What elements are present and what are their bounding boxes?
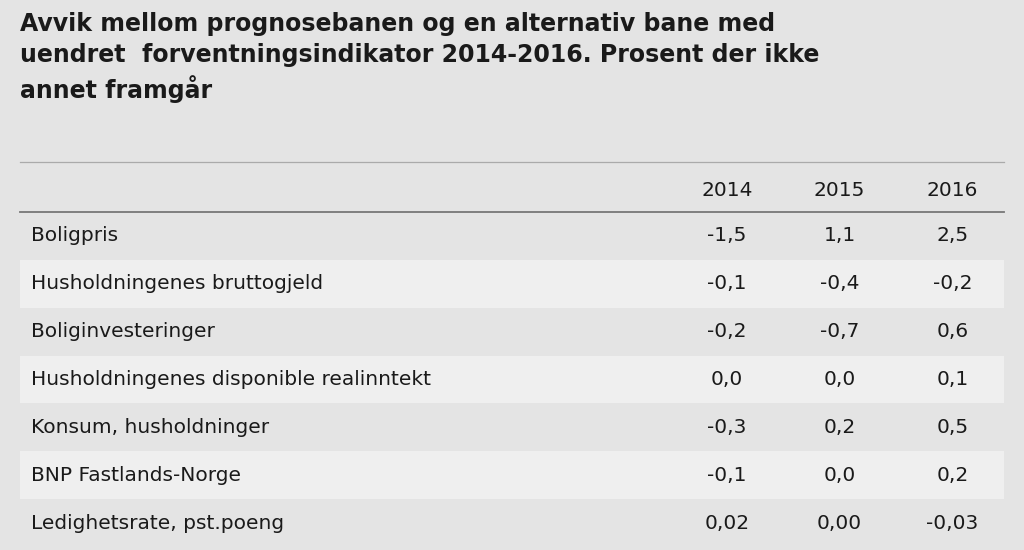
Text: -0,1: -0,1 xyxy=(708,466,746,485)
Text: 0,5: 0,5 xyxy=(936,418,969,437)
Text: Ledighetsrate, pst.poeng: Ledighetsrate, pst.poeng xyxy=(31,514,284,533)
Text: 0,0: 0,0 xyxy=(823,466,856,485)
Text: 0,2: 0,2 xyxy=(823,418,856,437)
Text: 1,1: 1,1 xyxy=(823,226,856,245)
Text: 0,00: 0,00 xyxy=(817,514,862,533)
Bar xyxy=(20,212,1004,260)
Bar xyxy=(20,452,1004,499)
Text: 2015: 2015 xyxy=(814,181,865,200)
Text: 2,5: 2,5 xyxy=(936,226,969,245)
Text: 0,02: 0,02 xyxy=(705,514,750,533)
Text: -0,4: -0,4 xyxy=(820,274,859,293)
Bar xyxy=(20,355,1004,404)
Text: -0,3: -0,3 xyxy=(708,418,746,437)
Text: -0,2: -0,2 xyxy=(933,274,972,293)
Text: 0,0: 0,0 xyxy=(711,370,743,389)
Text: Boligpris: Boligpris xyxy=(31,226,118,245)
Text: -0,1: -0,1 xyxy=(708,274,746,293)
Text: -0,2: -0,2 xyxy=(708,322,746,341)
Text: 0,2: 0,2 xyxy=(936,466,969,485)
Bar xyxy=(20,260,1004,307)
Text: Boliginvesteringer: Boliginvesteringer xyxy=(31,322,215,341)
Text: 2016: 2016 xyxy=(927,181,978,200)
Text: Husholdningenes disponible realinntekt: Husholdningenes disponible realinntekt xyxy=(31,370,431,389)
Text: -0,03: -0,03 xyxy=(926,514,979,533)
Text: -0,7: -0,7 xyxy=(820,322,859,341)
Text: 0,1: 0,1 xyxy=(936,370,969,389)
Text: 0,0: 0,0 xyxy=(823,370,856,389)
Bar xyxy=(20,404,1004,452)
Text: 0,6: 0,6 xyxy=(936,322,969,341)
Bar xyxy=(20,307,1004,355)
Text: Konsum, husholdninger: Konsum, husholdninger xyxy=(31,418,269,437)
Text: BNP Fastlands-Norge: BNP Fastlands-Norge xyxy=(31,466,241,485)
Text: Husholdningenes bruttogjeld: Husholdningenes bruttogjeld xyxy=(31,274,323,293)
Text: Avvik mellom prognosebanen og en alternativ bane med
uendret  forventningsindika: Avvik mellom prognosebanen og en alterna… xyxy=(20,12,820,103)
Bar xyxy=(20,499,1004,547)
Text: -1,5: -1,5 xyxy=(708,226,746,245)
Text: 2014: 2014 xyxy=(701,181,753,200)
